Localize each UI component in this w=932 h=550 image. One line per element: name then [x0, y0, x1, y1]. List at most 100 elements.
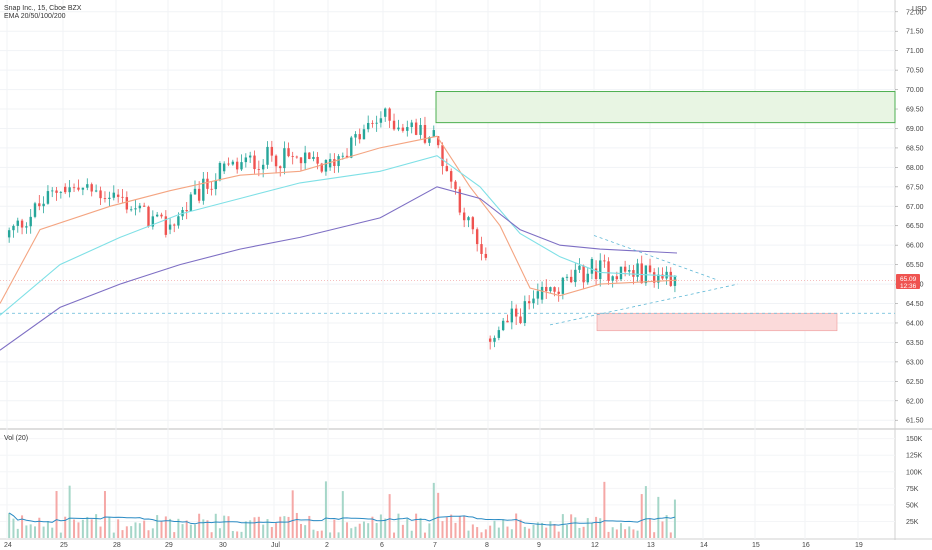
volume-bar	[121, 530, 124, 538]
candle-body	[42, 203, 45, 207]
volume-bar	[283, 516, 286, 538]
volume-bar	[497, 527, 500, 538]
candle-body	[299, 157, 303, 164]
volume-bar	[350, 528, 353, 538]
volume-bar	[324, 481, 327, 538]
volume-bar	[46, 520, 49, 538]
ema-legend[interactable]: EMA 20/50/100/200	[4, 13, 66, 20]
symbol-legend[interactable]: Snap Inc., 15, Cboe BZX	[4, 5, 82, 12]
candle-body	[112, 192, 115, 198]
volume-bar	[582, 526, 585, 538]
volume-bar	[375, 523, 378, 538]
volume-bar	[480, 532, 483, 538]
candle-body	[189, 194, 193, 212]
volume-tick-label: 25K	[906, 519, 919, 526]
time-axis[interactable]: 24 25 28 29 30 Jul 2 6 7 8 9 12 13 14 15 16 19	[4, 542, 863, 549]
candle-body	[536, 291, 540, 299]
candle-body	[164, 216, 168, 235]
volume-tick-label: 150K	[906, 436, 923, 443]
volume-axis[interactable]: 150K 125K 100K 75K 50K 25K	[906, 436, 923, 526]
volume-bar	[218, 528, 221, 538]
price-tick-label: 72.00	[906, 9, 924, 16]
candle-body	[493, 337, 496, 342]
candle-body	[488, 338, 492, 342]
volume-bar	[130, 526, 133, 538]
volume-bar	[253, 517, 256, 538]
candle-body	[125, 197, 129, 210]
candle-body	[673, 276, 677, 286]
price-tick-label: 65.50	[906, 262, 924, 269]
candle-body	[248, 155, 252, 158]
candle-body	[480, 244, 483, 254]
candle-body	[38, 203, 41, 207]
time-tick-label: 30	[219, 542, 227, 549]
candle-body	[173, 224, 176, 226]
candle-body	[540, 286, 544, 300]
volume-bar	[649, 518, 652, 538]
candle-body	[565, 276, 569, 278]
candle-body	[287, 148, 290, 157]
candle-body	[436, 136, 440, 146]
price-tick-label: 66.00	[906, 243, 924, 250]
volume-bar	[397, 513, 400, 538]
candle-body	[316, 156, 319, 164]
volume-bar	[244, 521, 247, 538]
volume-bar	[401, 524, 404, 538]
volume-tick-label: 50K	[906, 502, 919, 509]
volume-legend[interactable]: Vol (20)	[4, 435, 28, 442]
candle-body	[636, 263, 639, 277]
price-tick-label: 67.00	[906, 204, 924, 211]
time-tick-label: 28	[113, 542, 121, 549]
volume-bar	[189, 524, 192, 538]
candle-body	[121, 196, 124, 198]
candle-body	[7, 230, 11, 238]
volume-bar	[214, 513, 217, 538]
volume-bar	[644, 486, 647, 538]
volume-bar	[367, 523, 370, 538]
candle-body	[214, 180, 217, 190]
volume-bar	[194, 524, 196, 538]
time-tick-label: 19	[855, 542, 863, 549]
candle-body	[227, 163, 230, 165]
candle-body	[99, 190, 102, 199]
volume-bar	[320, 530, 323, 538]
resistance-zone	[435, 91, 896, 124]
candle-body	[392, 120, 396, 130]
time-tick-label: 14	[700, 542, 708, 549]
price-pane[interactable]	[0, 0, 895, 428]
volume-bar	[578, 527, 581, 538]
candle-body	[155, 214, 159, 217]
price-tick-label: 68.00	[906, 165, 924, 172]
price-tick-label: 71.00	[906, 48, 924, 55]
volume-bar	[223, 515, 226, 538]
volume-bar	[29, 524, 32, 538]
candle-body	[94, 190, 98, 192]
volume-bar	[312, 529, 315, 538]
candle-body	[185, 210, 188, 212]
volume-bar	[231, 531, 234, 538]
volume-bar	[236, 531, 239, 538]
candle-body	[607, 261, 610, 281]
volume-bar	[532, 524, 535, 538]
volume-bar	[502, 519, 505, 538]
volume-bar	[607, 531, 610, 538]
candle-body	[549, 287, 552, 292]
volume-bar	[316, 531, 319, 538]
price-axis[interactable]: 72.00 71.50 71.00 70.50 70.00 69.50 69.00 68.50…	[895, 9, 924, 425]
volume-bar	[570, 514, 573, 538]
candle-body	[261, 164, 265, 170]
volume-bar	[673, 499, 676, 538]
candle-body	[202, 178, 205, 201]
volume-bar	[262, 524, 265, 538]
candle-body	[419, 124, 422, 135]
volume-bar	[379, 514, 382, 538]
volume-bar	[599, 518, 602, 538]
volume-bar	[489, 525, 492, 538]
volume-bar	[611, 527, 614, 538]
volume-bar	[86, 516, 89, 538]
candle-body	[134, 208, 137, 210]
candle-body	[519, 316, 522, 324]
time-tick-label: 25	[60, 542, 68, 549]
volume-bar	[557, 531, 560, 538]
